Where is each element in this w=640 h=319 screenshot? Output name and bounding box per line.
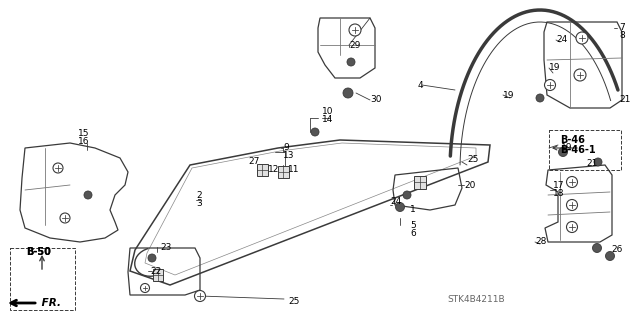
Circle shape [566, 221, 577, 233]
Circle shape [195, 291, 205, 301]
Circle shape [84, 191, 92, 199]
Text: 14: 14 [322, 115, 333, 124]
Circle shape [566, 176, 577, 188]
Text: 25: 25 [288, 298, 300, 307]
Text: 19: 19 [549, 63, 561, 72]
Circle shape [576, 32, 588, 44]
Circle shape [566, 199, 577, 211]
Circle shape [148, 254, 156, 262]
Circle shape [403, 191, 411, 199]
Text: 4: 4 [418, 80, 424, 90]
Text: 20: 20 [464, 181, 476, 189]
Circle shape [594, 158, 602, 166]
Text: 15: 15 [78, 129, 90, 137]
Circle shape [605, 251, 614, 261]
Bar [10, 248, 75, 310]
Text: 11: 11 [288, 166, 300, 174]
Text: 23: 23 [160, 242, 172, 251]
Text: 30: 30 [370, 95, 381, 105]
Text: B-46: B-46 [560, 135, 585, 145]
Circle shape [347, 58, 355, 66]
Text: FR.: FR. [38, 298, 61, 308]
Text: 21: 21 [586, 159, 597, 167]
Text: 13: 13 [283, 152, 294, 160]
Text: 29: 29 [349, 41, 360, 49]
Text: 1: 1 [410, 205, 416, 214]
Bar [278, 166, 289, 178]
Text: 6: 6 [410, 228, 416, 238]
Circle shape [141, 284, 150, 293]
Text: 8: 8 [619, 32, 625, 41]
Text: 22: 22 [150, 266, 161, 276]
Bar [414, 175, 426, 189]
Text: B-50: B-50 [26, 247, 51, 257]
Text: 28: 28 [535, 238, 547, 247]
Circle shape [311, 128, 319, 136]
Bar [257, 164, 268, 176]
Circle shape [574, 69, 586, 81]
Bar [549, 130, 621, 170]
Circle shape [559, 147, 568, 157]
Text: STK4B4211B: STK4B4211B [447, 295, 504, 305]
Text: 12: 12 [268, 166, 280, 174]
Text: B-46-1: B-46-1 [560, 145, 596, 155]
Circle shape [349, 24, 361, 36]
Circle shape [593, 243, 602, 253]
Text: 25: 25 [467, 155, 478, 165]
Circle shape [545, 79, 556, 91]
Circle shape [343, 88, 353, 98]
Text: 9: 9 [283, 144, 289, 152]
Circle shape [396, 203, 404, 211]
Circle shape [536, 94, 544, 102]
Text: 21: 21 [619, 95, 630, 105]
Bar [153, 269, 163, 281]
Text: 19: 19 [503, 91, 515, 100]
Text: 7: 7 [619, 24, 625, 33]
Text: 26: 26 [611, 246, 622, 255]
Text: B-50: B-50 [26, 247, 51, 257]
Text: 24: 24 [390, 197, 401, 206]
Text: 24: 24 [556, 35, 567, 44]
Text: 16: 16 [78, 137, 90, 145]
Text: 3: 3 [196, 198, 202, 207]
Text: 5: 5 [410, 220, 416, 229]
Text: 27: 27 [248, 158, 259, 167]
Text: 10: 10 [322, 108, 333, 116]
Circle shape [60, 213, 70, 223]
Text: 18: 18 [553, 189, 564, 198]
Text: 17: 17 [553, 182, 564, 190]
Text: 19: 19 [561, 144, 573, 152]
Circle shape [53, 163, 63, 173]
Text: 2: 2 [196, 190, 202, 199]
